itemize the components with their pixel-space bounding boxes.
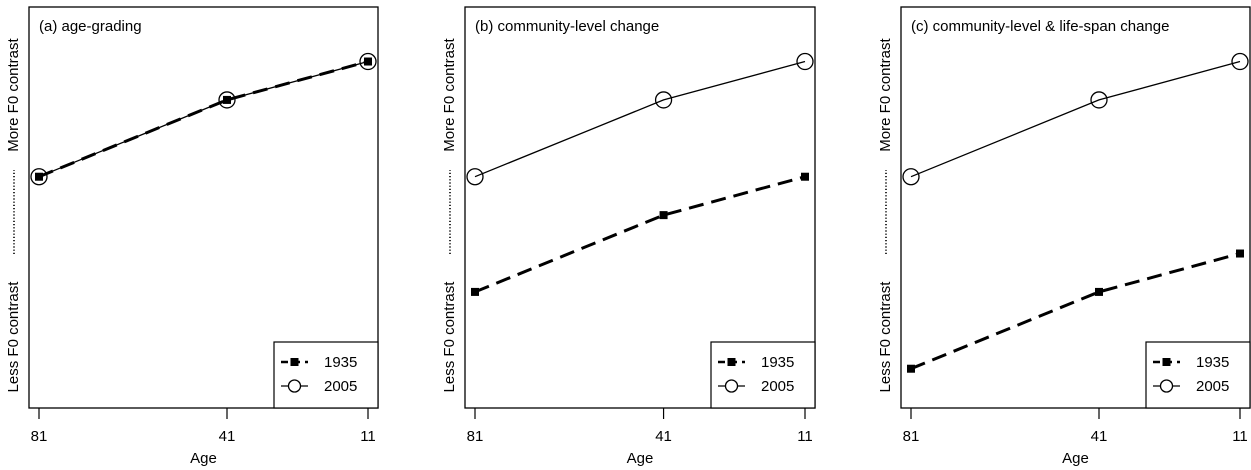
point-1935: [801, 172, 809, 181]
panel-title: (c) community-level & life-span change: [911, 18, 1169, 35]
legend-marker: [287, 379, 302, 393]
legend-label: 1935: [1196, 354, 1229, 371]
y-axis-label-high: More F0 contrast: [5, 37, 22, 151]
legend-marker: [1159, 379, 1174, 393]
point-2005: [796, 52, 814, 71]
series-line-1935: [910, 252, 1241, 371]
plot-frame: [900, 6, 1251, 409]
point-1935: [907, 364, 915, 373]
series-line-2005: [910, 60, 1241, 178]
legend-marker: [290, 358, 299, 366]
series-line-2005: [474, 60, 806, 178]
x-tick-label: 11: [797, 428, 813, 445]
point-1935: [659, 211, 668, 220]
y-axis-label-low: Less F0 contrast: [877, 281, 894, 393]
x-tick-label: 41: [219, 428, 236, 445]
x-axis-label: Age: [627, 450, 654, 467]
legend-box: [273, 341, 379, 409]
legend-box: [1145, 341, 1251, 409]
panel-title: (b) community-level change: [475, 18, 659, 35]
legend-label: 2005: [761, 378, 794, 395]
x-axis-label: Age: [190, 450, 217, 467]
y-axis-label-high: More F0 contrast: [441, 37, 458, 151]
panel-1: (b) community-level change 81 41 11 Age Less …: [441, 6, 816, 467]
legend-marker: [724, 379, 739, 393]
point-1935: [223, 95, 231, 104]
point-1935: [364, 57, 372, 66]
point-2005: [902, 168, 920, 186]
x-tick-label: 81: [31, 428, 48, 445]
point-1935: [35, 172, 43, 181]
series-line-1935: [38, 60, 369, 179]
x-tick-label: 11: [1232, 428, 1248, 445]
panel-title: (a) age-grading: [39, 18, 142, 35]
panel-0: (a) age-grading 81 41 11 Age Less F0 contrast…: [5, 6, 379, 467]
legend-label: 1935: [761, 354, 794, 371]
point-2005: [1231, 52, 1249, 71]
point-2005: [359, 52, 377, 71]
point-1935: [471, 287, 479, 296]
point-2005: [654, 91, 673, 109]
x-tick-label: 41: [1091, 428, 1108, 445]
y-axis-label-low: Less F0 contrast: [5, 281, 22, 393]
x-tick-label: 81: [903, 428, 920, 445]
x-axis-label: Age: [1062, 450, 1089, 467]
plot-frame: [28, 6, 379, 409]
x-tick-label: 41: [655, 428, 672, 445]
series-line-2005: [38, 60, 369, 178]
x-tick-label: 11: [360, 428, 376, 445]
legend-marker: [727, 358, 736, 366]
x-tick-label: 81: [467, 428, 484, 445]
point-2005: [218, 91, 236, 109]
series-line-1935: [474, 175, 806, 294]
point-2005: [1090, 91, 1108, 109]
plot-frame: [464, 6, 816, 409]
point-2005: [30, 168, 48, 186]
y-axis-label-low: Less F0 contrast: [441, 281, 458, 393]
legend-marker: [1162, 358, 1171, 366]
point-1935: [1095, 287, 1103, 296]
legend-label: 2005: [1196, 378, 1229, 395]
legend-label: 1935: [324, 354, 357, 371]
panel-2: (c) community-level & life-span change 81…: [877, 6, 1251, 467]
legend-label: 2005: [324, 378, 357, 395]
point-1935: [1236, 249, 1244, 258]
point-2005: [466, 168, 484, 186]
y-axis-label-high: More F0 contrast: [877, 37, 894, 151]
legend-box: [710, 341, 816, 409]
